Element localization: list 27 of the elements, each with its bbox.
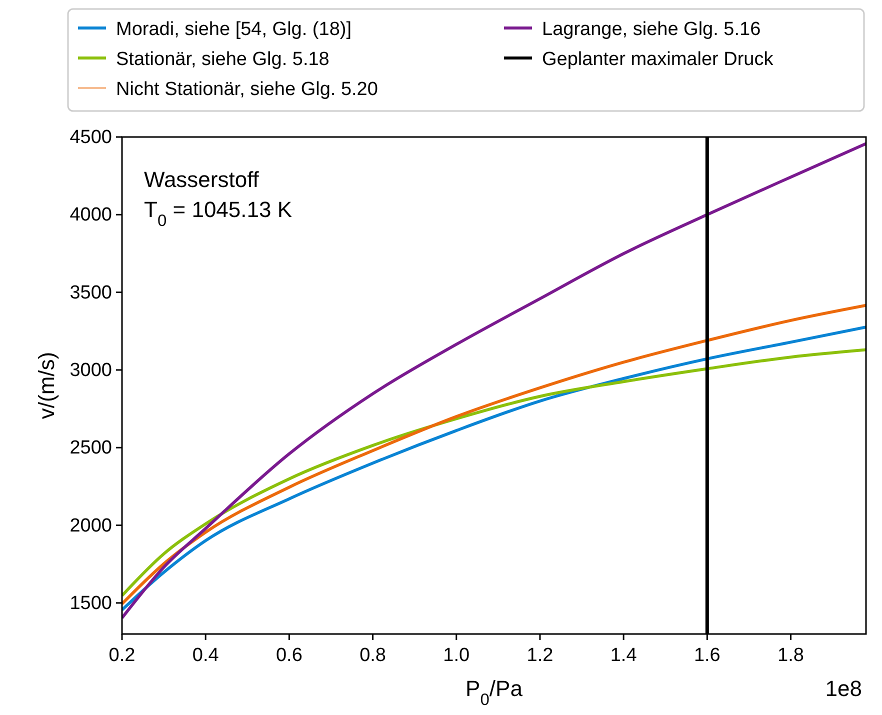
x-tick-label: 0.6 [276, 645, 302, 666]
legend-label: Moradi, siehe [54, Glg. (18)] [116, 19, 352, 40]
x-tick-label: 0.4 [192, 645, 220, 666]
x-tick-label: 0.8 [360, 645, 386, 666]
y-tick-label: 4500 [70, 127, 112, 148]
y-tick-label: 2000 [70, 515, 112, 536]
legend-label: Geplanter maximaler Druck [542, 49, 774, 70]
legend-label: Lagrange, siehe Glg. 5.16 [542, 19, 761, 40]
y-tick-label: 2500 [70, 438, 112, 459]
x-tick-label: 1.4 [610, 645, 638, 666]
x-axis-title: P$_{0}$/Pa [466, 676, 524, 709]
y-axis-title: v/(m/s) [34, 352, 59, 420]
x-tick-label: 0.2 [108, 645, 136, 666]
y-tick-label: 3500 [70, 282, 112, 304]
annotation: Wasserstoff [144, 167, 260, 192]
x-tick-label: 1.0 [443, 645, 470, 666]
annotation: T$_{0}$ = 1045.13 K [144, 197, 292, 230]
legend-label: Stationär, siehe Glg. 5.18 [116, 49, 330, 70]
x-tick-label: 1.8 [778, 645, 804, 666]
text: 1e8 [825, 676, 862, 701]
y-tick-label: 1500 [70, 592, 112, 614]
legend-label: Nicht Stationär, siehe Glg. 5.20 [116, 79, 378, 100]
y-tick-label: 4000 [70, 204, 112, 226]
x-tick-label: 1.2 [526, 645, 554, 666]
x-tick-label: 1.6 [694, 645, 720, 666]
y-tick-label: 3000 [70, 360, 112, 381]
line-series [122, 142, 866, 620]
